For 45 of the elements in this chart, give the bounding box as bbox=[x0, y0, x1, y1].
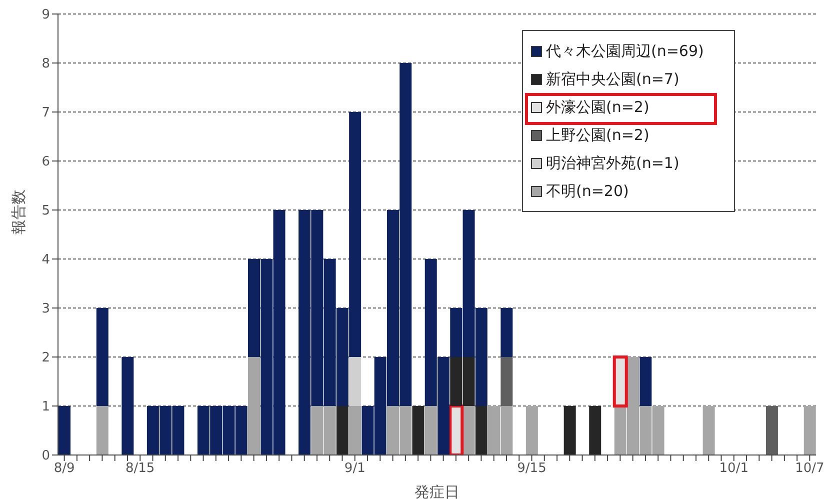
y-tick-label: 5 bbox=[42, 204, 50, 219]
y-tick-label: 1 bbox=[42, 400, 50, 415]
bar bbox=[248, 357, 260, 455]
bar bbox=[589, 406, 602, 455]
bar bbox=[96, 406, 108, 455]
legend-label: 明治神宮外苑(n=1) bbox=[546, 154, 680, 172]
y-tick-label: 7 bbox=[42, 106, 50, 121]
bar bbox=[96, 308, 108, 406]
y-tick-label: 3 bbox=[42, 302, 50, 317]
bar bbox=[564, 406, 576, 455]
y-tick-label: 8 bbox=[42, 56, 50, 72]
bar bbox=[349, 357, 362, 406]
legend-label: 外濠公園(n=2) bbox=[546, 98, 650, 116]
bar bbox=[122, 357, 134, 455]
bar bbox=[336, 406, 348, 455]
y-tick-label: 9 bbox=[42, 8, 50, 23]
x-tick-label: 10/7 bbox=[795, 461, 824, 476]
x-tick-label: 9/1 bbox=[344, 461, 366, 476]
bar bbox=[412, 406, 424, 455]
y-tick-label: 4 bbox=[42, 252, 50, 268]
bar bbox=[500, 308, 513, 357]
y-tick-label: 6 bbox=[42, 154, 50, 170]
legend-label: 代々木公園周辺(n=69) bbox=[546, 42, 704, 60]
bar bbox=[448, 404, 464, 455]
bar bbox=[526, 406, 538, 455]
legend-label: 上野公園(n=2) bbox=[546, 126, 650, 144]
y-axis-title: 報告数 bbox=[9, 190, 28, 234]
bar bbox=[349, 406, 362, 455]
bar bbox=[804, 406, 816, 455]
y-tick-label: 2 bbox=[42, 350, 50, 366]
bar bbox=[640, 357, 652, 406]
x-axis-title: 発症日 bbox=[414, 483, 460, 499]
bar bbox=[475, 406, 488, 455]
bar bbox=[58, 406, 71, 455]
bar bbox=[424, 406, 437, 455]
x-tick-label: 8/15 bbox=[126, 461, 155, 476]
x-tick-label: 9/15 bbox=[517, 461, 546, 476]
bar bbox=[702, 406, 715, 455]
legend-label: 不明(n=20) bbox=[546, 182, 629, 200]
legend-label: 新宿中央公園(n=7) bbox=[546, 70, 680, 88]
bar bbox=[462, 406, 475, 455]
x-tick-label: 8/9 bbox=[54, 461, 75, 476]
y-tick-label: 0 bbox=[42, 448, 50, 464]
bar bbox=[612, 356, 628, 408]
x-tick-label: 10/1 bbox=[719, 461, 748, 476]
